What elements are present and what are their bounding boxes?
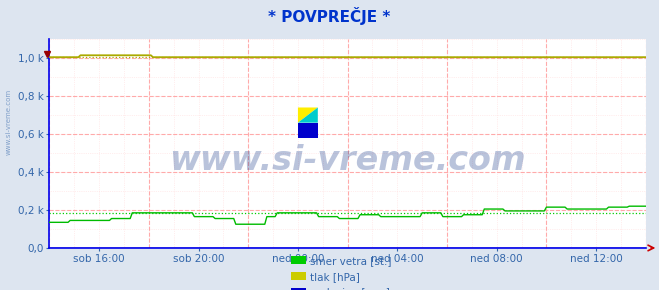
Text: www.si-vreme.com: www.si-vreme.com xyxy=(5,89,11,155)
Polygon shape xyxy=(298,108,318,123)
Text: padavine [mm]: padavine [mm] xyxy=(310,288,389,290)
Text: www.si-vreme.com: www.si-vreme.com xyxy=(169,144,526,177)
Polygon shape xyxy=(298,123,318,138)
Polygon shape xyxy=(298,108,318,123)
Text: tlak [hPa]: tlak [hPa] xyxy=(310,272,360,282)
Text: * POVPREČJE *: * POVPREČJE * xyxy=(268,7,391,25)
Text: smer vetra [st.]: smer vetra [st.] xyxy=(310,256,391,266)
